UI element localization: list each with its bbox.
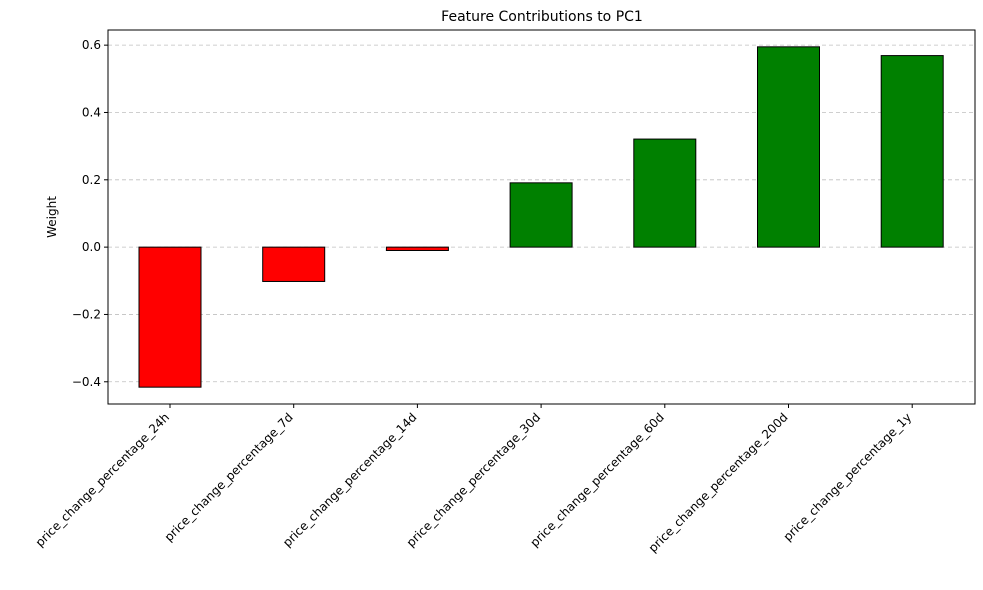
y-axis-ticks: −0.4 −0.2 0.0 0.2 0.4 0.6: [72, 38, 108, 389]
bar-price-change-percentage-14d: [385, 246, 449, 251]
y-tick-label: −0.4: [72, 375, 101, 389]
bar-price-change-percentage-1y: [880, 55, 944, 248]
x-tick-label: price_change_percentage_60d: [527, 410, 666, 549]
y-tick-label: 0.0: [82, 240, 101, 254]
bar-price-change-percentage-24h: [138, 246, 202, 388]
bar-price-change-percentage-60d: [633, 138, 697, 248]
bar-price-change-percentage-30d: [509, 182, 573, 248]
bar-price-change-percentage-200d: [757, 46, 820, 248]
x-tick-label: price_change_percentage_1y: [781, 410, 915, 544]
grid-lines: [108, 44, 975, 383]
x-tick-label: price_change_percentage_14d: [280, 410, 419, 549]
y-tick-label: 0.4: [82, 105, 101, 119]
x-axis-ticks: price_change_percentage_24hprice_change_…: [33, 404, 915, 555]
bars: [138, 46, 944, 388]
y-tick-label: 0.6: [82, 38, 101, 52]
x-tick-label: price_change_percentage_7d: [162, 410, 296, 544]
x-tick-label: price_change_percentage_24h: [33, 410, 172, 549]
x-tick-label: price_change_percentage_30d: [404, 410, 543, 549]
chart-title: Feature Contributions to PC1: [441, 9, 643, 25]
y-tick-label: 0.2: [82, 173, 101, 187]
bar-price-change-percentage-7d: [262, 246, 326, 282]
y-tick-label: −0.2: [72, 307, 101, 321]
x-tick-label: price_change_percentage_200d: [646, 410, 791, 555]
y-axis-label: Weight: [45, 196, 59, 238]
